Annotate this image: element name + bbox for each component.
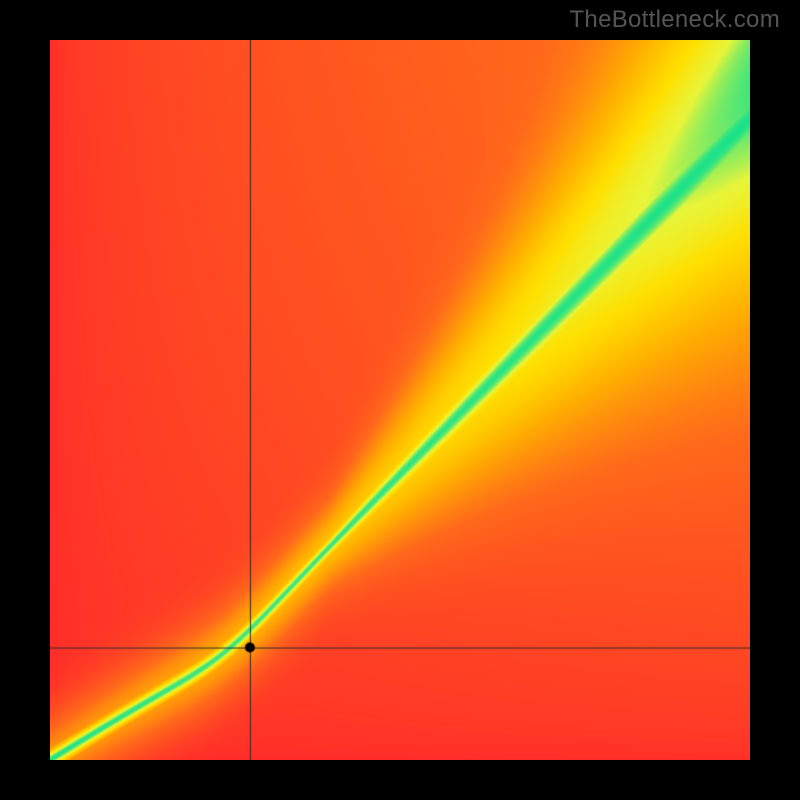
attribution-watermark: TheBottleneck.com bbox=[569, 6, 780, 34]
heatmap-canvas bbox=[50, 40, 750, 760]
plot-area bbox=[50, 40, 750, 760]
chart-container: TheBottleneck.com bbox=[0, 0, 800, 800]
